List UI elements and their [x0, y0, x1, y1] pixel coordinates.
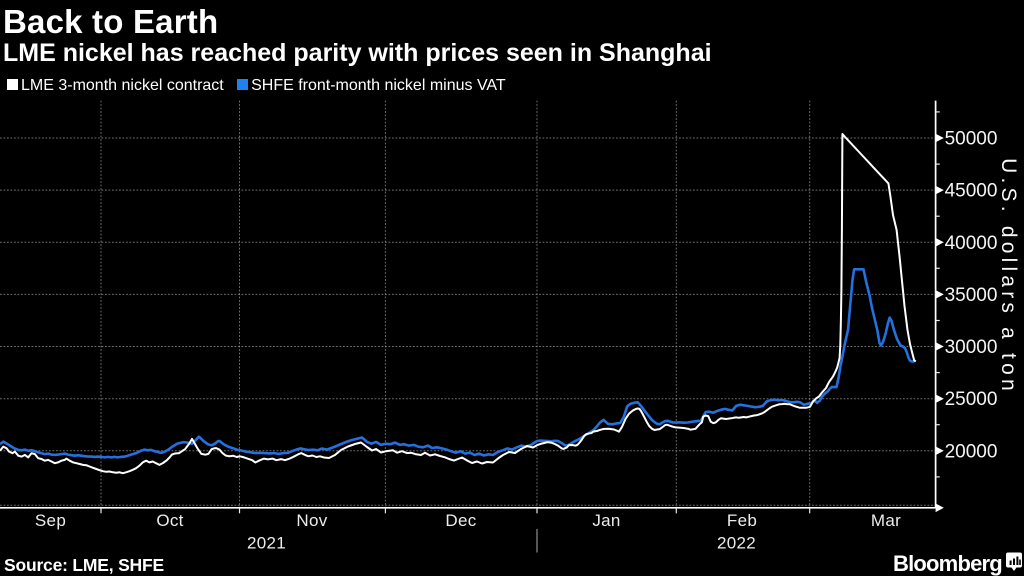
- svg-text:2021: 2021: [247, 534, 286, 553]
- svg-text:Oct: Oct: [156, 511, 183, 530]
- svg-text:30000: 30000: [945, 337, 998, 358]
- svg-text:U.S. dollars a ton: U.S. dollars a ton: [997, 158, 1020, 395]
- svg-text:2022: 2022: [717, 534, 756, 553]
- svg-text:Sep: Sep: [35, 511, 66, 530]
- svg-text:Feb: Feb: [727, 511, 757, 530]
- svg-text:45000: 45000: [945, 181, 998, 202]
- svg-text:25000: 25000: [945, 389, 998, 410]
- svg-text:35000: 35000: [945, 285, 998, 306]
- svg-text:20000: 20000: [945, 441, 998, 462]
- svg-text:50000: 50000: [945, 129, 998, 150]
- svg-text:Dec: Dec: [445, 511, 476, 530]
- svg-text:Mar: Mar: [871, 511, 901, 530]
- svg-text:Nov: Nov: [296, 511, 327, 530]
- svg-text:40000: 40000: [945, 233, 998, 254]
- svg-text:Jan: Jan: [592, 511, 620, 530]
